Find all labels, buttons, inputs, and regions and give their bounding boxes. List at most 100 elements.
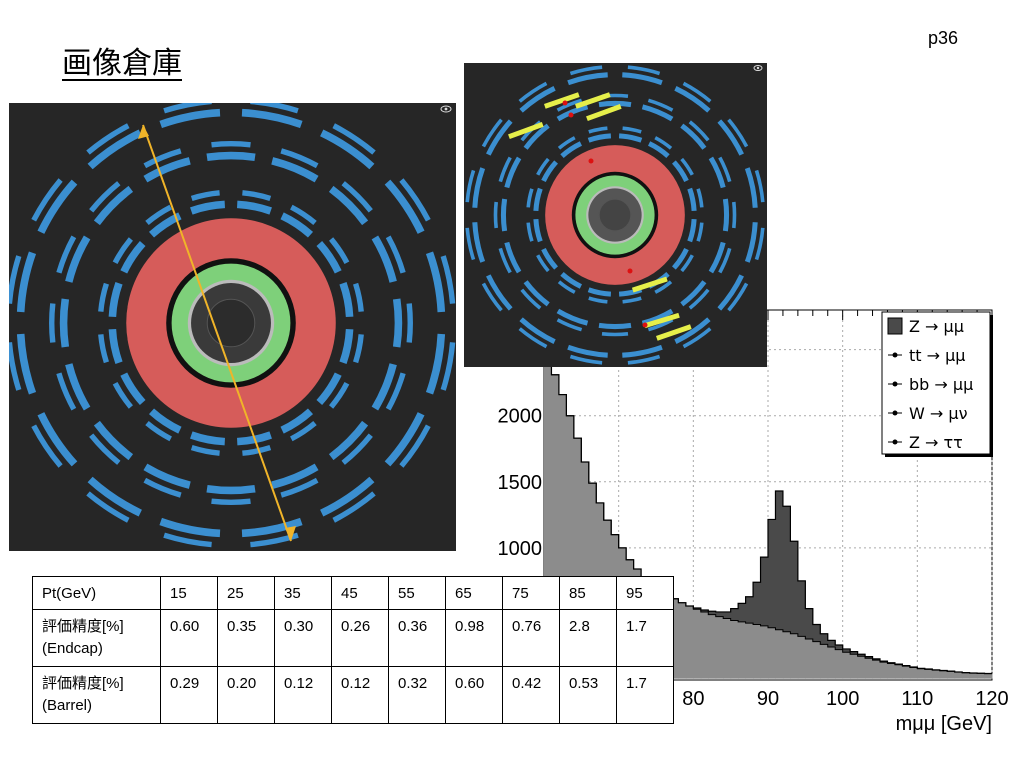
legend-box [881, 311, 991, 455]
muon-chamber-segment [641, 308, 674, 326]
muon-chamber-segment [500, 198, 508, 232]
table-header-cell: 45 [331, 576, 389, 610]
muon-chamber-segment [329, 237, 350, 264]
muon-chamber-segment [371, 235, 397, 283]
muon-chamber-segment [37, 412, 78, 467]
muon-chamber-segment [65, 235, 91, 283]
table-header-cell: 85 [559, 576, 617, 610]
z-mumu-bar [872, 658, 881, 661]
z-mumu-bar [745, 596, 754, 624]
table-cell: 2.8 [559, 609, 617, 667]
legend-swatch [887, 317, 903, 335]
z-mumu-bar [857, 654, 866, 657]
table-cell: 0.12 [274, 666, 332, 724]
y-tick-label: 1500 [498, 472, 543, 494]
table-header-cell: 65 [445, 576, 503, 610]
z-mumu-bar [827, 640, 836, 647]
muon-chamber-segment [682, 81, 712, 103]
row-label-sub: (Endcap) [42, 639, 103, 657]
muon-chamber-segment [696, 222, 704, 242]
muon-chamber-segment [339, 282, 354, 318]
muon-chamber-segment [671, 160, 689, 183]
muon-chamber-segment [557, 136, 576, 150]
z-mumu-bar [805, 608, 814, 640]
muon-chamber-segment [526, 188, 534, 208]
muon-chamber-segment [329, 382, 350, 409]
bb-bar [969, 673, 978, 679]
bb-bar [693, 609, 702, 679]
muon-chamber-segment [465, 169, 476, 203]
muon-chamber-segment [290, 204, 317, 225]
table-cell: 0.60 [160, 609, 218, 667]
table-header-cell: 75 [502, 576, 560, 610]
muon-chamber-segment [86, 123, 130, 155]
muon-chamber-segment [567, 72, 608, 86]
muon-chamber-segment [16, 251, 37, 313]
bb-bar [827, 646, 836, 679]
muon-chamber-segment [250, 103, 299, 114]
z-mumu-bar [865, 656, 874, 659]
muon-chamber-segment [384, 412, 425, 467]
bb-bar [805, 639, 814, 679]
legend-marker [892, 439, 898, 445]
precision-table: Pt(GeV) 15 25 35 45 55 65 75 85 95 評価精度[… [32, 576, 674, 724]
muon-chamber-segment [682, 327, 712, 349]
muon-chamber-segment [143, 463, 191, 489]
muon-chamber-segment [523, 280, 550, 307]
eye-icon [753, 65, 763, 71]
table-header-row: Pt(GeV) 15 25 35 45 55 65 75 85 95 [32, 576, 674, 610]
muon-chamber-segment [680, 157, 694, 176]
table-cell: 0.98 [445, 609, 503, 667]
table-row-label: 評価精度[%] (Endcap) [32, 609, 161, 667]
muon-chamber-segment [16, 333, 37, 395]
muon-chamber-segment [211, 141, 251, 148]
muon-chamber-segment [89, 181, 121, 213]
muon-chamber-segment [520, 288, 542, 310]
bb-bar [768, 627, 776, 679]
muon-chamber-segment [9, 255, 22, 304]
muon-chamber-segment [627, 354, 661, 365]
muon-chamber-segment [622, 126, 642, 134]
muon-chamber-segment [31, 424, 63, 468]
x-tick-label: 110 [901, 688, 933, 710]
muon-chamber-segment [108, 282, 123, 318]
muon-chamber-segment [533, 187, 543, 212]
legend-marker [892, 381, 898, 387]
muon-chamber-segment [647, 141, 670, 159]
table-cell: 0.60 [445, 666, 503, 724]
muon-chamber-segment [280, 408, 314, 434]
muon-chamber-segment [687, 218, 697, 243]
muon-chamber-segment [425, 333, 446, 395]
muon-chamber-segment [671, 247, 689, 270]
bb-bar [753, 624, 762, 679]
y-tick-label: 1000 [498, 538, 543, 560]
table-header-cell: 55 [388, 576, 446, 610]
muon-chamber-segment [190, 200, 226, 215]
muon-chamber-segment [680, 123, 707, 150]
muon-chamber-segment [328, 420, 369, 461]
muon-chamber-segment [674, 317, 711, 344]
energy-deposit-dot [568, 112, 574, 118]
muon-chamber-segment [601, 332, 629, 337]
precision-table-grid: Pt(GeV) 15 25 35 45 55 65 75 85 95 評価精度[… [32, 576, 674, 724]
muon-hit-segment [575, 92, 611, 109]
muon-chamber-segment [465, 227, 476, 261]
muon-chamber-segment [560, 141, 583, 159]
muon-chamber-segment [49, 303, 56, 343]
table-cell: 0.30 [274, 609, 332, 667]
muon-chamber-segment [680, 254, 694, 273]
table-cell: 0.42 [502, 666, 560, 724]
y-tick-label: 2000 [498, 406, 543, 428]
muon-chamber-segment [242, 445, 272, 456]
muon-chamber-segment [732, 201, 737, 229]
bb-bar [782, 631, 791, 679]
bb-bar [715, 616, 724, 679]
muon-chamber-segment [385, 372, 406, 411]
muon-chamber-segment [87, 129, 142, 170]
muon-chamber-segment [622, 72, 663, 86]
muon-chamber-segment [518, 81, 548, 103]
muon-chamber-segment [654, 136, 673, 150]
muon-chamber-segment [98, 334, 109, 364]
bb-bar [902, 666, 911, 679]
muon-chamber-segment [159, 517, 221, 538]
